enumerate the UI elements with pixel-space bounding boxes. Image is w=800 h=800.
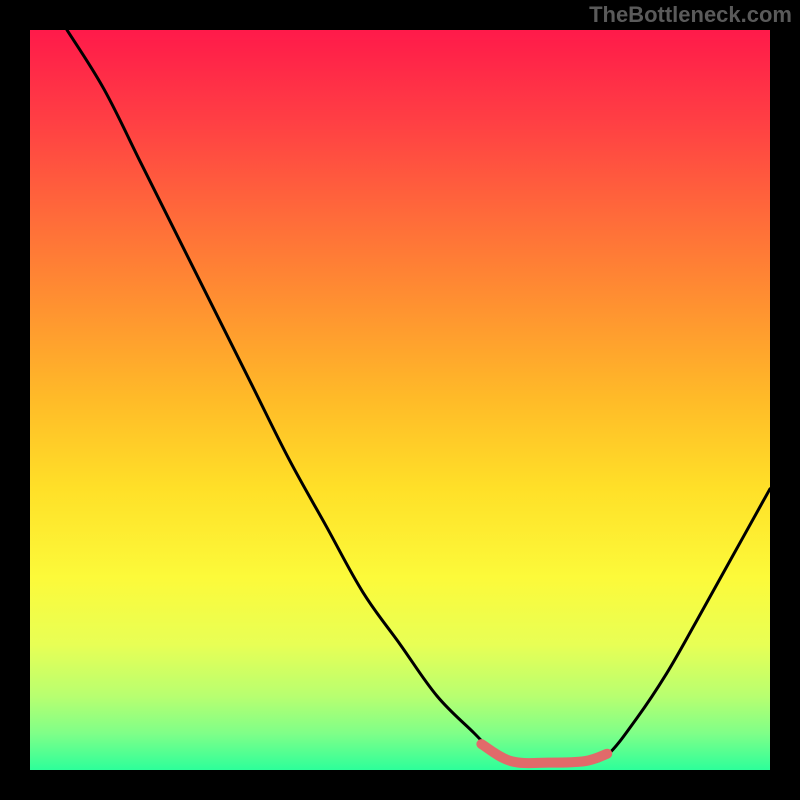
plot-area [30,30,770,770]
watermark-text: TheBottleneck.com [589,2,792,28]
bottleneck-curve [67,30,770,763]
highlight-segment [481,744,607,763]
curve-svg [30,30,770,770]
chart-container: TheBottleneck.com [0,0,800,800]
